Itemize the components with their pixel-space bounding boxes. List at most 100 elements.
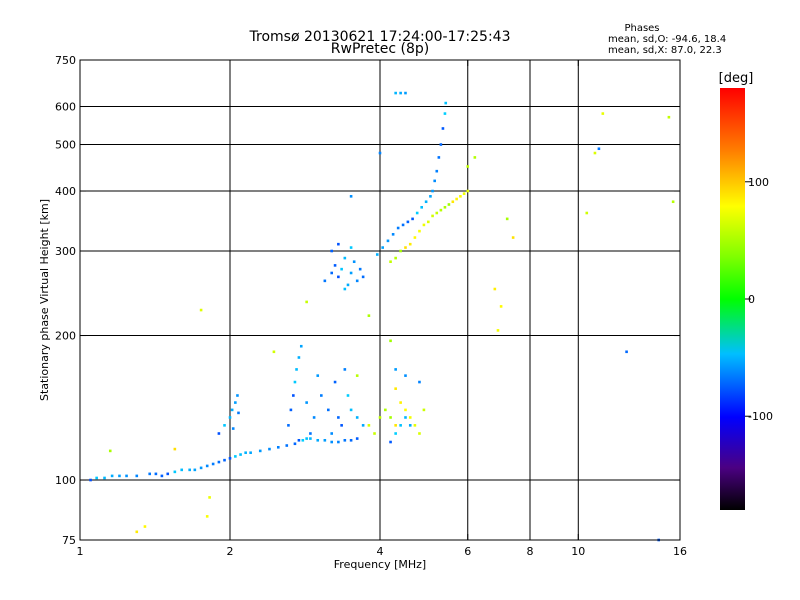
data-point	[110, 474, 114, 478]
data-point	[143, 525, 147, 528]
data-point	[394, 424, 397, 427]
data-point	[399, 424, 402, 427]
data-point	[375, 253, 379, 256]
data-point	[293, 442, 297, 446]
data-point	[223, 458, 226, 462]
data-point	[431, 214, 434, 218]
data-point	[399, 401, 402, 404]
data-point	[466, 165, 470, 168]
data-point	[389, 440, 392, 444]
data-point	[333, 380, 337, 384]
data-point	[287, 424, 290, 427]
data-point	[193, 468, 197, 472]
data-point	[496, 329, 500, 332]
x-tick-label: 10	[571, 545, 585, 558]
data-point	[208, 496, 211, 499]
data-point	[299, 344, 303, 348]
data-point	[358, 267, 362, 271]
data-point	[411, 217, 414, 221]
data-point	[413, 236, 417, 239]
data-point	[466, 189, 470, 193]
data-point	[346, 394, 350, 397]
data-point	[337, 416, 340, 419]
data-point	[422, 408, 426, 412]
data-point	[408, 242, 412, 246]
stats-heading: Phases	[624, 23, 659, 34]
data-point	[399, 91, 402, 95]
data-point	[447, 203, 451, 206]
data-point	[429, 195, 432, 198]
data-point	[231, 427, 235, 430]
data-point	[433, 179, 436, 183]
data-point	[173, 447, 177, 451]
data-point	[89, 478, 92, 482]
x-tick-label: 6	[464, 545, 471, 558]
data-point	[443, 112, 447, 115]
x-axis: 1 2 4 6 8 10 16	[77, 60, 687, 558]
data-point	[459, 195, 462, 198]
stats-x-mode: mean, sd,X: 87.0, 22.3	[608, 45, 722, 56]
data-point	[413, 424, 417, 427]
data-point	[361, 424, 365, 427]
colorbar-label: [deg]	[719, 71, 754, 86]
data-point	[205, 464, 209, 468]
data-point	[391, 233, 395, 236]
data-point	[234, 401, 237, 404]
data-point	[406, 220, 410, 224]
data-point	[394, 368, 397, 371]
y-tick-label: 300	[55, 245, 76, 258]
data-point	[346, 283, 350, 287]
data-point	[316, 438, 320, 442]
data-point	[399, 249, 402, 253]
data-point	[337, 242, 340, 246]
data-point	[309, 432, 312, 435]
data-point	[211, 462, 215, 466]
data-point	[285, 444, 289, 447]
data-point	[367, 424, 371, 427]
data-point	[352, 260, 356, 264]
data-point	[199, 308, 203, 312]
data-point	[268, 447, 271, 451]
data-point	[293, 380, 297, 384]
data-point	[384, 408, 387, 412]
data-point	[205, 515, 209, 518]
data-point	[234, 455, 237, 458]
data-point	[228, 456, 232, 460]
chart-title: Tromsø 20130621 17:24:00-17:25:43	[249, 29, 511, 45]
data-point	[418, 229, 421, 233]
data-point	[217, 432, 221, 435]
data-point	[154, 472, 158, 476]
data-point	[601, 112, 605, 115]
data-point	[180, 468, 184, 472]
data-point	[394, 91, 397, 95]
data-point	[394, 387, 397, 390]
data-point	[404, 374, 407, 377]
y-tick-label: 75	[62, 534, 76, 547]
data-point	[295, 368, 298, 371]
data-point	[597, 147, 601, 151]
data-points	[89, 91, 675, 542]
data-point	[505, 217, 509, 221]
data-point	[343, 368, 347, 371]
data-point	[239, 453, 242, 456]
data-point	[160, 474, 164, 478]
data-point	[316, 374, 320, 377]
data-point	[493, 287, 497, 291]
data-point	[441, 127, 445, 130]
data-point	[499, 305, 503, 308]
data-point	[305, 300, 308, 304]
data-point	[340, 267, 343, 271]
y-axis: 75 100 200 300 400 500 600 750	[55, 54, 680, 547]
x-tick-label: 4	[377, 545, 384, 558]
data-point	[444, 101, 448, 105]
data-point	[343, 287, 347, 291]
data-point	[305, 401, 308, 404]
data-point	[349, 246, 353, 249]
data-point	[337, 440, 340, 444]
data-point	[404, 416, 407, 419]
data-point	[378, 151, 382, 155]
data-point	[404, 408, 407, 412]
data-point	[349, 271, 353, 275]
data-point	[462, 192, 466, 195]
